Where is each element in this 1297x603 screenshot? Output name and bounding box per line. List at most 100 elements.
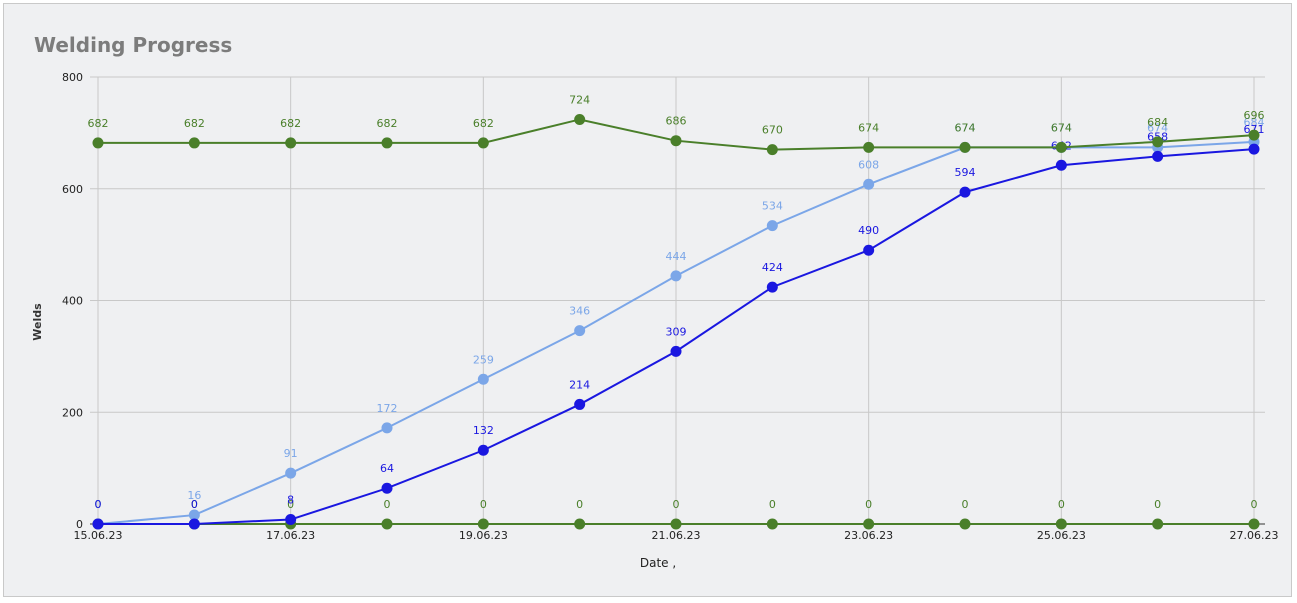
- data-point: [959, 518, 971, 530]
- data-label: 684: [1147, 116, 1168, 129]
- data-label: 0: [673, 498, 680, 511]
- y-tick-label: 400: [62, 295, 83, 308]
- data-point: [574, 325, 586, 337]
- data-label: 594: [955, 166, 976, 179]
- data-point: [1152, 136, 1164, 148]
- data-point: [92, 518, 104, 530]
- x-tick-label: 27.06.23: [1230, 529, 1279, 542]
- data-point: [477, 518, 489, 530]
- data-label: 724: [569, 93, 590, 106]
- data-label: 132: [473, 424, 494, 437]
- data-label: 0: [1154, 498, 1161, 511]
- data-label: 674: [1147, 121, 1168, 134]
- x-tick-label: 25.06.23: [1037, 529, 1086, 542]
- chart-title: Welding Progress: [34, 33, 233, 57]
- data-label: 8: [287, 494, 294, 507]
- data-point: [477, 373, 489, 385]
- data-label: 0: [95, 498, 102, 511]
- data-point: [766, 281, 778, 293]
- data-point: [381, 422, 393, 434]
- data-label: 0: [287, 498, 294, 511]
- data-point: [381, 518, 393, 530]
- data-point: [959, 141, 971, 153]
- data-label: 0: [384, 498, 391, 511]
- data-label: 424: [762, 261, 783, 274]
- x-tick-label: 19.06.23: [459, 529, 508, 542]
- data-label: 91: [284, 447, 298, 460]
- x-tick-label: 17.06.23: [266, 529, 315, 542]
- x-tick-label: 21.06.23: [652, 529, 701, 542]
- data-point: [285, 467, 297, 479]
- data-label: 172: [377, 402, 398, 415]
- data-point: [1055, 141, 1067, 153]
- data-label: 534: [762, 200, 783, 213]
- data-label: 674: [955, 121, 976, 134]
- data-label: 0: [191, 498, 198, 511]
- data-point: [477, 137, 489, 149]
- data-point: [670, 518, 682, 530]
- data-label: 16: [187, 489, 201, 502]
- data-point: [381, 137, 393, 149]
- data-label: 674: [955, 121, 976, 134]
- data-label: 682: [184, 117, 205, 130]
- data-label: 0: [865, 498, 872, 511]
- data-label: 0: [576, 498, 583, 511]
- data-label: 682: [377, 117, 398, 130]
- data-label: 682: [473, 117, 494, 130]
- data-point: [766, 144, 778, 156]
- data-point: [188, 137, 200, 149]
- y-tick-label: 200: [62, 406, 83, 419]
- data-label: 682: [280, 117, 301, 130]
- data-label: 0: [191, 498, 198, 511]
- data-label: 682: [88, 117, 109, 130]
- data-label: 444: [666, 250, 687, 263]
- y-axis-label: Welds: [31, 303, 44, 341]
- data-point: [863, 178, 875, 190]
- data-point: [574, 518, 586, 530]
- data-point: [959, 186, 971, 198]
- data-point: [574, 398, 586, 410]
- data-point: [1055, 518, 1067, 530]
- data-point: [766, 220, 778, 232]
- data-label: 0: [769, 498, 776, 511]
- data-point: [188, 509, 200, 521]
- data-point: [1152, 518, 1164, 530]
- data-point: [188, 518, 200, 530]
- data-label: 259: [473, 353, 494, 366]
- data-label: 0: [962, 498, 969, 511]
- data-point: [863, 244, 875, 256]
- y-tick-label: 600: [62, 183, 83, 196]
- data-label: 684: [1244, 116, 1265, 129]
- data-label: 0: [1251, 498, 1258, 511]
- data-label: 0: [480, 498, 487, 511]
- data-point: [1248, 129, 1260, 141]
- data-point: [766, 518, 778, 530]
- data-point: [381, 482, 393, 494]
- x-axis-label: Date ,: [640, 556, 676, 570]
- y-tick-label: 800: [62, 71, 83, 84]
- data-point: [574, 113, 586, 125]
- data-point: [863, 518, 875, 530]
- data-label: 686: [666, 115, 687, 128]
- data-label: 346: [569, 305, 590, 318]
- data-label: 670: [762, 124, 783, 137]
- data-label: 674: [1051, 121, 1072, 134]
- data-label: 0: [95, 498, 102, 511]
- data-label: 490: [858, 224, 879, 237]
- x-tick-label: 23.06.23: [844, 529, 893, 542]
- data-point: [477, 444, 489, 456]
- data-label: 674: [1051, 121, 1072, 134]
- data-point: [670, 345, 682, 357]
- series-2: 00864132214309424490594642658671: [92, 123, 1265, 530]
- data-point: [1248, 143, 1260, 155]
- data-point: [670, 135, 682, 147]
- data-label: 0: [95, 498, 102, 511]
- x-tick-label: 15.06.23: [74, 529, 123, 542]
- data-label: 0: [1058, 498, 1065, 511]
- y-tick-label: 0: [76, 518, 83, 531]
- data-point: [1055, 159, 1067, 171]
- data-label: 64: [380, 462, 394, 475]
- data-point: [863, 141, 875, 153]
